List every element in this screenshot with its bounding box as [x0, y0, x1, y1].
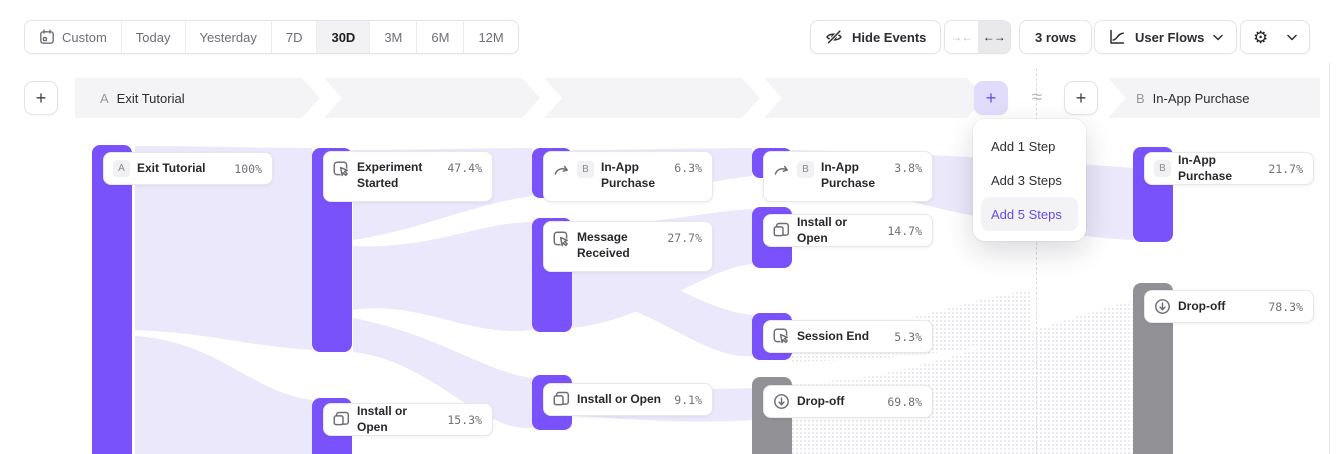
- goal-arrow-icon: [554, 165, 568, 175]
- section-b-title: In-App Purchase: [1152, 90, 1250, 106]
- collapse-icon: →←: [950, 30, 973, 44]
- step-badge: B: [797, 161, 814, 178]
- flow-node-b-dropoff[interactable]: Drop-off 78.3%: [1144, 290, 1314, 323]
- rows-count-label: 3 rows: [1035, 29, 1077, 45]
- flow-step-band-a2: [324, 78, 540, 118]
- goal-arrow-icon: [774, 165, 788, 175]
- flow-node-exit-tutorial[interactable]: A Exit Tutorial 100%: [103, 152, 273, 185]
- menu-item-add-5-steps[interactable]: Add 5 Steps: [981, 197, 1078, 231]
- flow-node-in-app-purchase-3[interactable]: B In-App Purchase 3.8%: [763, 151, 933, 202]
- flow-step-band-b1: B In-App Purchase: [1108, 78, 1320, 118]
- eye-off-icon: [826, 29, 842, 45]
- date-range-3m[interactable]: 3M: [370, 21, 418, 53]
- add-steps-menu: Add 1 Step Add 3 Steps Add 5 Steps: [973, 119, 1086, 241]
- date-range-label: Custom: [62, 29, 107, 45]
- step-badge: A: [113, 160, 130, 177]
- section-divider-dashed-line: [1036, 68, 1037, 454]
- date-range-6m[interactable]: 6M: [417, 21, 465, 53]
- flow-node-experiment-started[interactable]: Experiment Started 47.4%: [323, 151, 493, 202]
- flow-node-message-received[interactable]: Message Received 27.7%: [543, 221, 713, 272]
- dropoff-icon: [774, 394, 789, 409]
- flow-bar-exit-tutorial[interactable]: [92, 145, 132, 454]
- add-steps-button-active[interactable]: +: [974, 81, 1008, 115]
- chevron-down-icon: [1287, 34, 1297, 40]
- view-type-dropdown[interactable]: User Flows: [1094, 20, 1238, 54]
- plus-icon: +: [35, 87, 47, 108]
- flow-step-band-a3: [544, 78, 760, 118]
- toolbar: Custom Today Yesterday 7D 30D 3M 6M 12M …: [0, 0, 1336, 62]
- add-step-before-button[interactable]: +: [24, 81, 58, 115]
- date-range-7d[interactable]: 7D: [272, 21, 318, 53]
- calendar-icon: [40, 29, 54, 44]
- width-fit-control: →← ←→: [944, 20, 1011, 54]
- date-range-30d[interactable]: 30D: [317, 21, 371, 53]
- section-a-title: Exit Tutorial: [116, 90, 185, 106]
- section-a-header: A Exit Tutorial: [100, 91, 185, 106]
- event-icon: [333, 161, 349, 177]
- screens-icon: [553, 391, 570, 406]
- date-range-today[interactable]: Today: [122, 21, 186, 53]
- expand-width-button[interactable]: ←→: [977, 21, 1010, 53]
- section-b-header: B In-App Purchase: [1136, 91, 1250, 106]
- rows-count-button[interactable]: 3 rows: [1019, 20, 1093, 54]
- approx-icon: ≈: [1031, 87, 1043, 108]
- plus-icon: +: [985, 87, 997, 108]
- dropoff-icon: [1155, 299, 1170, 314]
- menu-item-add-3-steps[interactable]: Add 3 Steps: [991, 172, 1062, 188]
- date-range-custom[interactable]: Custom: [25, 21, 122, 53]
- screens-icon: [333, 411, 350, 426]
- flow-node-dropoff-69[interactable]: Drop-off 69.8%: [763, 385, 933, 418]
- flow-node-install-or-open-9[interactable]: Install or Open 9.1%: [543, 383, 713, 416]
- hide-events-button[interactable]: Hide Events: [810, 20, 942, 54]
- step-badge: B: [1154, 160, 1171, 177]
- flow-node-session-end[interactable]: Session End 5.3%: [763, 320, 933, 353]
- settings-dropdown[interactable]: ⚙: [1240, 20, 1310, 54]
- date-range-12m[interactable]: 12M: [478, 29, 504, 45]
- flow-node-install-or-open-14[interactable]: Install or Open 14.7%: [763, 214, 933, 247]
- section-b-badge: B: [1136, 90, 1145, 106]
- date-range-control: Custom Today Yesterday 7D 30D 3M 6M 12M: [24, 20, 519, 54]
- flow-node-in-app-purchase-6[interactable]: B In-App Purchase 6.3%: [543, 151, 713, 202]
- plus-icon: +: [1075, 87, 1087, 108]
- flow-step-band-a1: A Exit Tutorial: [75, 78, 320, 118]
- hide-events-label: Hide Events: [852, 29, 927, 45]
- date-range-yesterday[interactable]: Yesterday: [186, 21, 272, 53]
- event-icon: [553, 231, 569, 247]
- collapse-width-button[interactable]: →←: [945, 21, 978, 53]
- section-a-badge: A: [100, 90, 109, 106]
- user-flows-chart-icon: [1110, 29, 1125, 44]
- event-icon: [773, 328, 789, 344]
- right-edge-divider: [1329, 62, 1330, 454]
- flow-node-b-in-app-purchase[interactable]: B In-App Purchase 21.7%: [1144, 152, 1314, 185]
- flow-step-band-a4: [764, 78, 985, 118]
- menu-item-add-1-step[interactable]: Add 1 Step: [991, 138, 1056, 154]
- add-step-section-b-button[interactable]: +: [1064, 81, 1098, 115]
- flow-node-install-or-open-15[interactable]: Install or Open 15.3%: [323, 403, 493, 436]
- view-type-label: User Flows: [1135, 29, 1205, 45]
- step-badge: B: [577, 161, 594, 178]
- gear-icon: ⚙: [1253, 27, 1269, 47]
- screens-icon: [773, 222, 790, 237]
- chevron-down-icon: [1213, 34, 1224, 40]
- expand-icon: ←→: [982, 30, 1006, 44]
